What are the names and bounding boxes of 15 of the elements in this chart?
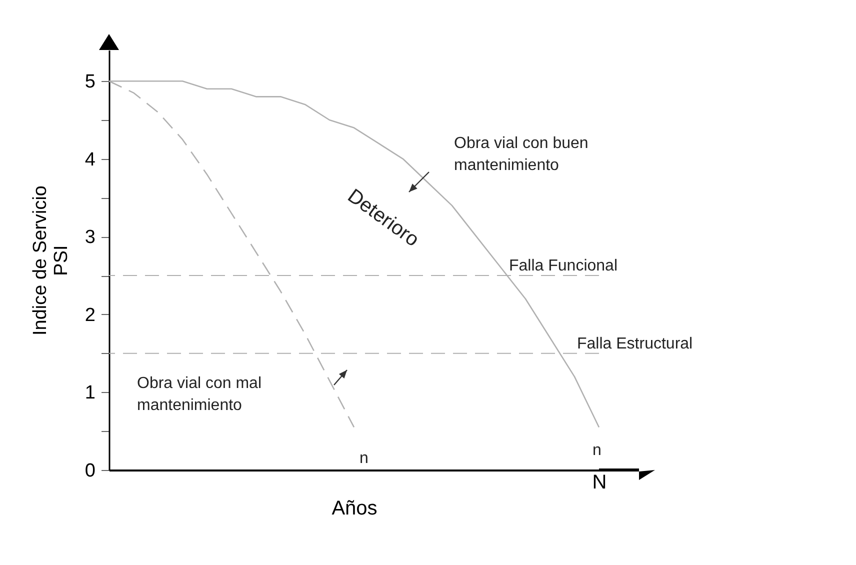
y-tick-label: 2	[84, 304, 96, 326]
y-tick-label: 4	[84, 149, 96, 170]
x-tick-label: N	[592, 472, 607, 494]
y-tick-label: 0	[84, 460, 96, 482]
y-axis-title: Indice de Servicio PSI	[30, 186, 72, 336]
y-tick-label: 1	[84, 382, 96, 404]
annotation: Obra vial con buen mantenimiento	[454, 135, 588, 174]
ref-line-label: Falla Estructural	[577, 335, 693, 352]
annotation: n	[360, 450, 368, 467]
y-tick-label: 5	[84, 72, 96, 93]
ref-line-label: Falla Funcional	[509, 258, 618, 275]
annotation: n	[592, 442, 602, 459]
x-axis-title: Años	[332, 498, 378, 520]
annotation: Obra vial con mal mantenimiento	[137, 375, 262, 414]
y-tick-label: 3	[84, 227, 96, 248]
